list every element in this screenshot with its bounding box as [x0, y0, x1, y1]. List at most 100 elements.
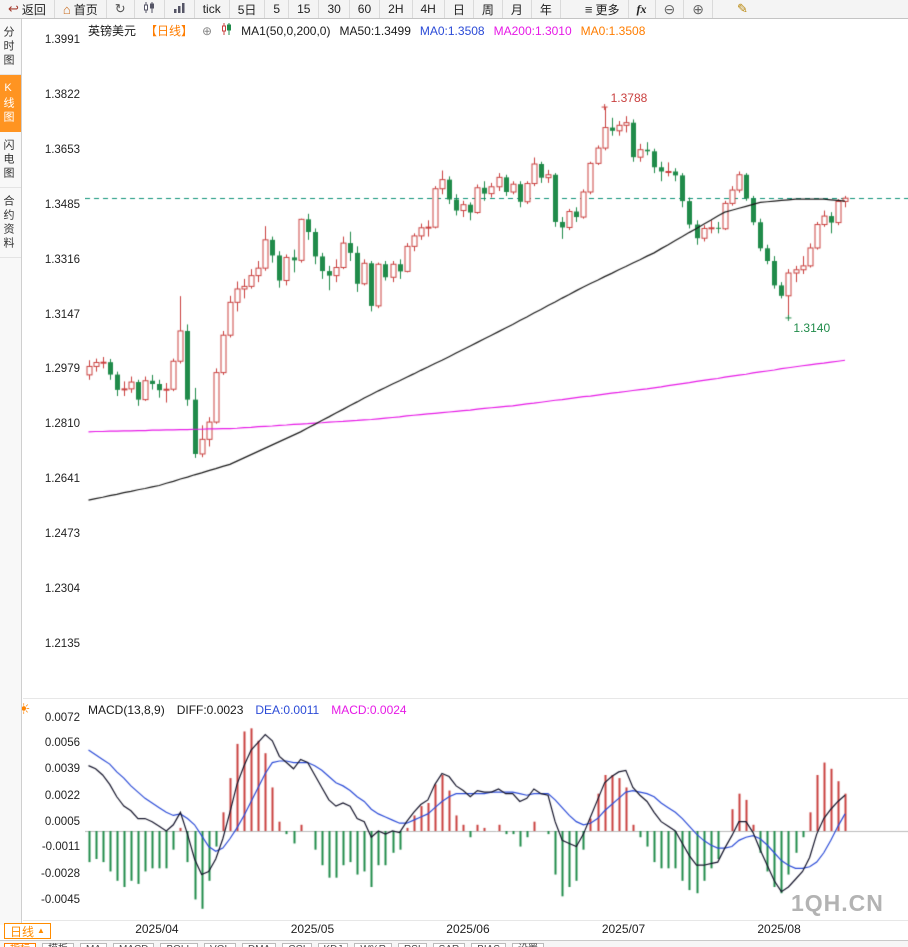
pencil-icon: ✎ — [736, 1, 748, 16]
home-button[interactable]: ⌂ 首页 — [55, 0, 107, 18]
ma-settings-label: MA1(50,0,200,0) — [241, 23, 331, 38]
indicator-tab-8[interactable]: CCI — [282, 943, 312, 947]
volume-bars-icon — [173, 1, 186, 17]
macd-axis-label: 0.0072 — [44, 712, 80, 724]
macd-axis-label: 0.0039 — [44, 763, 80, 776]
price-axis-label: 1.3485 — [44, 198, 80, 211]
period-button-月[interactable]: 月 — [503, 0, 532, 18]
period-button-30[interactable]: 30 — [319, 0, 350, 18]
zoom-out-icon: ⊖ — [663, 0, 676, 17]
indicator-tab-11[interactable]: RSI — [397, 943, 427, 947]
macd-axis-label: 0.0056 — [44, 736, 80, 749]
period-button-4H[interactable]: 4H — [413, 0, 445, 18]
low-price-annotation: 1.3140 — [793, 320, 831, 335]
ma50-value: MA50:1.3499 — [339, 23, 411, 38]
indicator-tab-1[interactable]: 指标 — [4, 943, 36, 947]
period-button-60[interactable]: 60 — [350, 0, 381, 18]
period-button-年[interactable]: 年 — [532, 0, 561, 18]
period-button-2H[interactable]: 2H — [380, 0, 413, 18]
indicator-tab-4[interactable]: MACD — [113, 943, 155, 947]
macd-axis-label: -0.0011 — [41, 841, 80, 854]
triangle-up-icon: ▲ — [37, 926, 45, 935]
indicator-tab-10[interactable]: W%R — [354, 943, 392, 947]
circle-plus-icon[interactable]: ⊕ — [202, 23, 213, 38]
time-axis-label: 2025/05 — [290, 922, 335, 936]
high-price-annotation: 1.3788 — [610, 91, 648, 106]
price-axis-label: 1.2304 — [44, 583, 80, 595]
time-axis-label: 2025/06 — [446, 922, 490, 936]
time-axis-label: 2025/07 — [601, 922, 646, 936]
macd-value: MACD:0.0024 — [331, 703, 407, 717]
sidebar-tab-lightning[interactable]: 闪电图 — [0, 132, 21, 188]
price-axis-label: 1.2979 — [44, 363, 80, 376]
back-label: 返回 — [21, 2, 46, 17]
price-axis-label: 1.2641 — [44, 473, 80, 486]
period-button-周[interactable]: 周 — [474, 0, 503, 18]
indicator-tab-5[interactable]: BOLL — [160, 943, 199, 947]
home-label: 首页 — [73, 2, 98, 17]
toolbar: ↩ 返回 ⌂ 首页 ↻ tick 5日 5 15 30 60 2H 4H 日周月年 ≡ 更多 f… — [0, 0, 908, 19]
macd-title: MACD(13,8,9) — [88, 703, 165, 717]
refresh-button[interactable]: ↻ — [107, 0, 135, 18]
indicator-tab-13[interactable]: BIAS — [471, 943, 507, 947]
price-axis-label: 1.3147 — [44, 308, 80, 321]
indicator-tab-2[interactable]: 模板 — [42, 943, 74, 947]
price-axis-label: 1.3991 — [44, 34, 80, 46]
zoom-in-button[interactable]: ⊕ — [684, 0, 713, 18]
indicator-tab-14[interactable]: 设置 — [512, 943, 545, 947]
macd-axis-label: -0.0045 — [40, 894, 80, 906]
dea-value: DEA:0.0011 — [255, 703, 320, 717]
time-axis-label: 2025/04 — [135, 922, 179, 936]
macd-axis-label: 0.0005 — [44, 816, 80, 829]
axis-divider — [23, 920, 908, 921]
more-label: 更多 — [595, 2, 620, 17]
period-button-日[interactable]: 日 — [445, 0, 474, 18]
indicator-tab-6[interactable]: VOL — [204, 943, 237, 947]
price-axis-label: 1.3316 — [44, 253, 80, 266]
price-axis-label: 1.3653 — [44, 143, 80, 156]
period-button-5[interactable]: 5 — [265, 0, 290, 18]
sidebar-tab-kline[interactable]: K线图 — [0, 75, 21, 132]
time-axis-label: 2025/08 — [757, 922, 801, 936]
home-icon: ⌂ — [62, 1, 71, 17]
sidebar-tab-contract-info[interactable]: 合约资料 — [0, 188, 21, 258]
indicator-tab-9[interactable]: KDJ — [317, 943, 349, 947]
period-selector-button[interactable]: 日线 ▲ — [4, 923, 51, 939]
main-chart-header: 英镑美元 【日线】 ⊕ MA1(50,0,200,0) MA50:1.3499 … — [88, 22, 645, 39]
refresh-icon: ↻ — [114, 1, 126, 16]
candlestick-chart-icon — [143, 1, 156, 17]
sidebar: 分时图 K线图 闪电图 合约资料 — [0, 19, 22, 925]
ma200-value: MA200:1.3010 — [493, 23, 572, 38]
price-axis-label: 1.2473 — [44, 528, 80, 540]
macd-header: MACD(13,8,9) DIFF:0.0023 DEA:0.0011 MACD… — [88, 703, 407, 717]
price-axis-label: 1.3822 — [44, 88, 80, 101]
sidebar-tab-time-share[interactable]: 分时图 — [0, 19, 21, 75]
volume-view-button[interactable] — [165, 0, 195, 18]
ma0-blue-value: MA0:1.3508 — [419, 23, 485, 38]
indicator-tab-7[interactable]: DMA — [242, 943, 277, 947]
period-button-tick[interactable]: tick — [195, 0, 230, 18]
indicator-tab-3[interactable]: MA — [80, 943, 107, 947]
panel-divider — [23, 698, 908, 699]
draw-tool-button[interactable]: ✎ — [729, 0, 756, 18]
zoom-out-button[interactable]: ⊖ — [656, 0, 685, 18]
mini-candle-icon — [221, 23, 232, 38]
period-button-5日[interactable]: 5日 — [230, 0, 266, 18]
back-button[interactable]: ↩ 返回 — [0, 0, 55, 18]
macd-axis-label: 0.0022 — [44, 789, 80, 802]
macd-axis-label: -0.0028 — [40, 867, 80, 880]
period-selector-label: 日线 — [10, 924, 35, 939]
watermark: 1QH.CN — [791, 890, 884, 916]
price-axis-label: 1.2135 — [44, 638, 80, 650]
hamburger-icon: ≡ — [584, 1, 593, 17]
symbol-name: 英镑美元 — [88, 24, 137, 38]
formula-button[interactable]: fx — [629, 0, 656, 18]
period-button-15[interactable]: 15 — [289, 0, 320, 18]
more-button[interactable]: ≡ 更多 — [577, 0, 629, 18]
candlestick-chart[interactable] — [85, 19, 908, 925]
indicator-tab-12[interactable]: SAR — [432, 943, 466, 947]
candlestick-view-button[interactable] — [135, 0, 165, 18]
ma0-orange-value: MA0:1.3508 — [580, 23, 646, 38]
zoom-in-icon: ⊕ — [692, 0, 704, 17]
indicator-strip: 指标 模板 MA MACD BOLL VOL DMA CCI KDJ W%R RSI SAR BIAS 设… — [0, 940, 908, 947]
